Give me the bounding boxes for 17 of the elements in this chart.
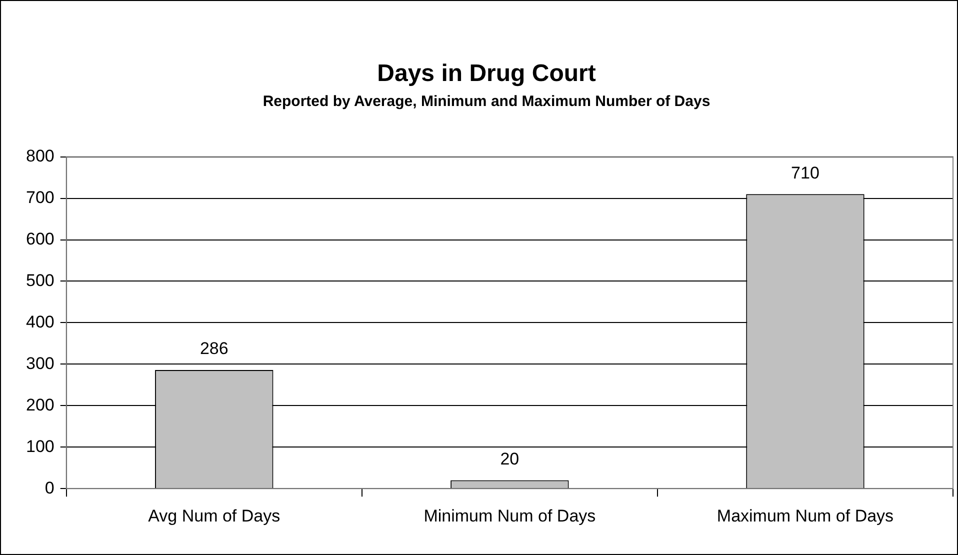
y-tick-label: 700	[26, 188, 54, 207]
data-label: 710	[791, 163, 820, 182]
data-label: 286	[200, 339, 228, 358]
chart-title: Days in Drug Court	[377, 60, 596, 88]
y-tick-label: 500	[26, 270, 54, 290]
y-tick-label: 100	[26, 436, 54, 456]
y-tick-label: 200	[26, 395, 54, 414]
y-tick-label: 300	[26, 354, 54, 373]
y-tick-label: 600	[26, 229, 54, 248]
chart-subtitle: Reported by Average, Minimum and Maximum Number of Days	[262, 92, 710, 110]
x-tick-label: Maximum Num of Days	[716, 506, 894, 526]
y-tick-label: 400	[26, 312, 54, 332]
x-tick-label: Avg Num of Days	[148, 506, 280, 526]
data-label: 20	[500, 449, 520, 468]
x-tick-label: Minimum Num of Days	[424, 506, 596, 526]
y-tick-label: 0	[44, 478, 54, 498]
y-tick-label: 800	[26, 146, 54, 166]
